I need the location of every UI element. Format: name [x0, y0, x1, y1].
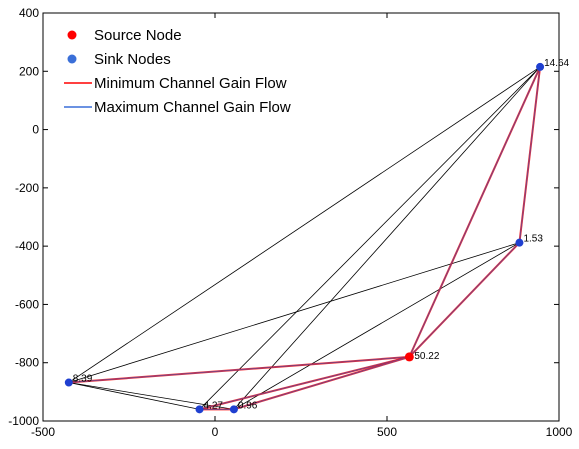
sink-node-label: 0.96 [238, 400, 258, 411]
max-gain-flow-S-D [199, 356, 410, 410]
legend: Source Node Sink Nodes Minimum Channel Gai… [64, 27, 291, 116]
sink-node [536, 62, 545, 71]
y-tick-label: -200 [15, 181, 39, 195]
network-edge-B-E [233, 242, 520, 410]
network-edge-A-D [199, 66, 541, 410]
x-tick-label: 0 [212, 425, 219, 439]
axes-layer: -500 0 500 1000 400 200 0 -200 -400 -600 -800 -1000 [8, 6, 572, 439]
network-edge-C-E [68, 382, 234, 410]
max-gain-flow-A-S [408, 66, 541, 358]
legend-label: Source Node [94, 27, 182, 44]
y-tick-label: -600 [15, 297, 39, 311]
node-labels-layer: 14.64 1.53 8.39 4.27 0.96 50.22 [73, 58, 570, 411]
y-tick-label: 200 [19, 64, 39, 78]
sink-node [195, 405, 204, 414]
x-tick-label: 1000 [546, 425, 573, 439]
max-gain-flow-A-B [518, 66, 541, 243]
y-tick-label: -800 [15, 356, 39, 370]
sink-node-label: 4.27 [204, 400, 224, 411]
nodes-layer [64, 62, 545, 414]
sink-node [229, 405, 238, 414]
source-node [404, 352, 414, 362]
max-gain-flow-B-S [408, 242, 520, 358]
y-tick-label: -1000 [8, 414, 39, 428]
sink-node-label: 1.53 [523, 234, 543, 245]
sink-node-label: 8.39 [73, 374, 93, 385]
sink-node-label: 14.64 [544, 58, 569, 69]
max-gain-flow-S-E [233, 356, 410, 410]
network-edge-A-E [233, 66, 541, 410]
max-gain-flow-S-C [68, 356, 410, 384]
network-edge-C-D [68, 382, 200, 410]
flow-layer [68, 66, 542, 411]
source-node-label: 50.22 [414, 351, 439, 362]
legend-label: Minimum Channel Gain Flow [94, 75, 287, 92]
y-tick-label: 0 [32, 123, 39, 137]
y-tick-label: -400 [15, 239, 39, 253]
x-tick-label: 500 [377, 425, 397, 439]
sink-node [515, 238, 524, 247]
edges-layer [68, 66, 541, 410]
legend-label: Maximum Channel Gain Flow [94, 99, 291, 116]
network-edge-A-C [68, 66, 541, 383]
y-tick-label: 400 [19, 6, 39, 20]
network-edge-B-C [68, 242, 520, 383]
legend-label: Sink Nodes [94, 51, 171, 68]
plot-frame [42, 12, 560, 422]
legend-marker-dot [67, 30, 77, 40]
sink-node [64, 378, 73, 387]
x-tick-label: -500 [31, 425, 55, 439]
legend-marker-dot [67, 54, 77, 64]
